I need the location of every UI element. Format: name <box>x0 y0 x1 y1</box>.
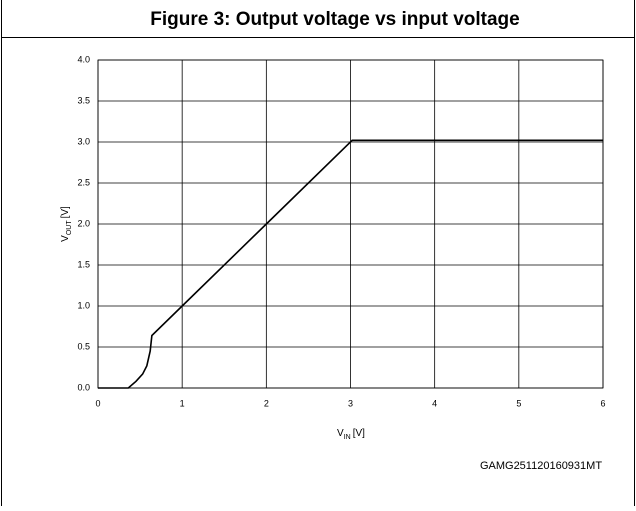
x-tick-label: 1 <box>180 398 185 408</box>
x-tick-label: 0 <box>95 398 100 408</box>
x-tick-label: 6 <box>600 398 605 408</box>
data-line <box>98 139 603 389</box>
y-tick-label: 1.0 <box>77 300 90 310</box>
y-tick-label: 1.5 <box>77 259 90 269</box>
x-tick-label: 3 <box>348 398 353 408</box>
y-tick-label: 2.5 <box>77 177 90 187</box>
x-tick-label: 4 <box>432 398 437 408</box>
y-tick-label: 3.0 <box>77 136 90 146</box>
y-tick-label: 0.5 <box>77 341 90 351</box>
footnote: GAMG251120160931MT <box>480 460 602 472</box>
chart-title: Figure 3: Output voltage vs input voltag… <box>150 9 519 30</box>
y-tick-label: 4.0 <box>77 54 90 64</box>
y-tick-label: 2.0 <box>77 218 90 228</box>
y-tick-label: 3.5 <box>77 95 90 105</box>
x-axis-label: VIN [V] <box>337 428 365 441</box>
y-axis-label: VOUT[V] <box>60 206 73 242</box>
x-tick-label: 2 <box>264 398 269 408</box>
x-tick-label: 5 <box>516 398 521 408</box>
plot-frame <box>97 59 604 389</box>
y-tick-label: 0.0 <box>77 382 90 392</box>
